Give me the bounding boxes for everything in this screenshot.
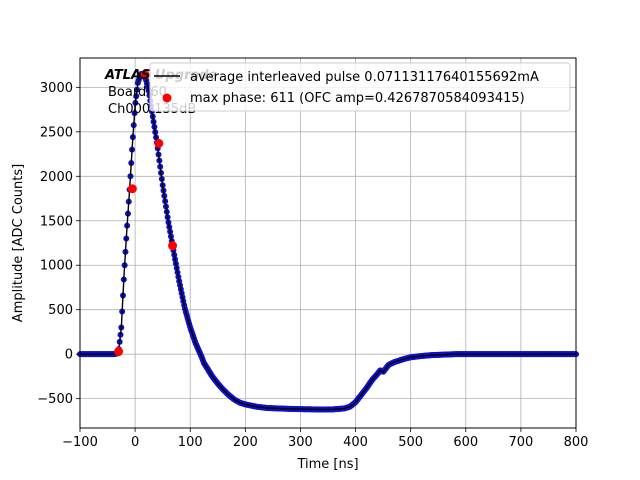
axes-frame [79, 57, 577, 429]
max-phase-point [114, 347, 124, 357]
x-tick-label: 700 [508, 435, 533, 450]
x-tick-label: 200 [233, 435, 258, 450]
series-layer [77, 71, 579, 413]
y-tick-label: 3000 [40, 81, 73, 96]
x-tick-label: 600 [453, 435, 478, 450]
average-pulse-line [80, 73, 576, 411]
legend-entry-max-phase: max phase: 611 (OFC amp=0.42678705840934… [190, 91, 525, 106]
max-phase-point [168, 241, 178, 251]
y-tick-label: 500 [48, 303, 73, 318]
legend: average interleaved pulse 0.071131176401… [149, 62, 571, 112]
x-tick-label: 100 [178, 435, 203, 450]
y-tick-label: 2000 [40, 170, 73, 185]
max-phase-points [114, 70, 178, 357]
x-tick-label: 300 [288, 435, 313, 450]
max-phase-point [154, 138, 164, 148]
y-tick-label: 0 [65, 348, 73, 363]
legend-entry-average-pulse: average interleaved pulse 0.071131176401… [190, 70, 539, 85]
x-tick-label: 800 [564, 435, 589, 450]
y-tick-label: 1000 [40, 259, 73, 274]
y-tick-label: 2500 [40, 125, 73, 140]
y-axis-label: Amplitude [ADC Counts] [11, 164, 26, 322]
legend-box [149, 62, 571, 112]
x-tick-label: 500 [398, 435, 423, 450]
x-axis-ticks: −100 0 100 200 300 400 500 600 700 800 [62, 428, 588, 450]
x-tick-label: 0 [131, 435, 139, 450]
max-phase-point [127, 184, 137, 194]
y-tick-label: −500 [37, 392, 73, 407]
x-axis-label: Time [ns] [296, 457, 358, 472]
y-tick-label: 1500 [40, 214, 73, 229]
y-axis-ticks: −500 0 500 1000 1500 2000 2500 3000 [37, 81, 80, 407]
x-tick-label: −100 [62, 435, 98, 450]
max-phase-point [140, 70, 150, 80]
x-tick-label: 400 [343, 435, 368, 450]
legend-marker-swatch [162, 93, 172, 103]
